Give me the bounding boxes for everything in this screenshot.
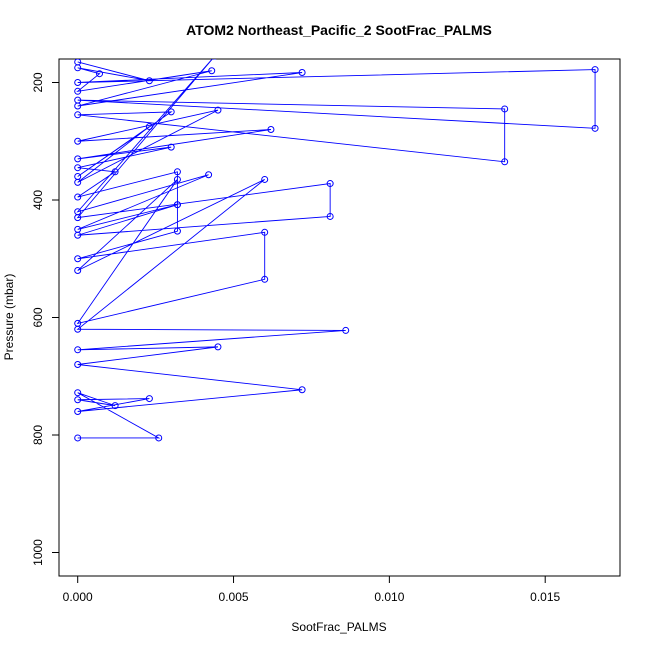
data-point: [205, 171, 213, 179]
data-point: [96, 70, 104, 78]
plot-frame: [58, 58, 621, 577]
y-tick-label: 1000: [31, 539, 45, 566]
data-point: [591, 124, 599, 132]
data-point: [111, 168, 119, 176]
data-point: [298, 69, 306, 77]
y-axis-label: Pressure (mbar): [2, 274, 16, 361]
data-point: [74, 346, 82, 354]
data-point: [326, 212, 334, 220]
data-point: [74, 267, 82, 274]
data-point: [214, 343, 222, 351]
data-point: [74, 361, 82, 368]
data-point: [173, 175, 181, 183]
data-point: [74, 193, 82, 201]
data-point: [74, 155, 82, 163]
data-point: [74, 389, 82, 397]
series-line: [76, 59, 596, 439]
data-point: [74, 231, 82, 239]
data-point: [326, 180, 334, 188]
y-tick-label: 200: [31, 72, 45, 92]
data-point: [214, 106, 222, 114]
y-tick-label: 800: [31, 425, 45, 445]
data-point: [74, 79, 82, 86]
data-point: [74, 96, 82, 104]
data-point: [267, 126, 275, 133]
data-point: [208, 67, 216, 75]
data-point: [145, 123, 153, 131]
data-point: [74, 164, 82, 172]
x-axis: 0.000 0.005 0.010 0.015: [63, 576, 561, 604]
data-point: [167, 108, 175, 116]
chart-title: ATOM2 Northeast_Pacific_2 SootFrac_PALMS: [186, 22, 492, 38]
data-point: [74, 434, 82, 442]
x-tick-label: 0.000: [63, 590, 93, 604]
data-point: [74, 255, 82, 263]
data-point: [173, 168, 181, 176]
data-point: [591, 66, 599, 74]
data-point: [74, 396, 82, 404]
data-point: [74, 137, 82, 145]
data-point: [74, 111, 82, 119]
plot-area: [74, 59, 599, 442]
x-tick-label: 0.005: [219, 590, 249, 604]
data-point: [74, 408, 82, 415]
data-point: [74, 214, 82, 222]
y-tick-label: 600: [31, 307, 45, 327]
data-point: [167, 143, 175, 151]
data-point: [261, 175, 269, 183]
x-tick-label: 0.010: [374, 590, 404, 604]
data-point: [298, 386, 306, 394]
data-point: [145, 395, 153, 403]
data-point: [74, 64, 82, 72]
data-point: [145, 77, 153, 85]
data-point: [342, 326, 350, 334]
x-tick-label: 0.015: [530, 590, 560, 604]
data-point: [501, 158, 509, 166]
data-point: [155, 434, 163, 442]
data-point: [74, 87, 82, 95]
data-point: [212, 59, 217, 60]
data-point: [173, 227, 181, 235]
data-point: [74, 178, 82, 186]
data-point: [111, 402, 119, 410]
data-point: [501, 105, 509, 113]
data-point: [261, 228, 269, 236]
data-point: [173, 201, 181, 209]
data-point: [74, 325, 82, 333]
data-point: [261, 275, 269, 283]
x-axis-label: SootFrac_PALMS: [291, 620, 386, 634]
y-tick-label: 400: [31, 190, 45, 210]
y-axis: 200 400 600 800 1000: [31, 72, 59, 566]
